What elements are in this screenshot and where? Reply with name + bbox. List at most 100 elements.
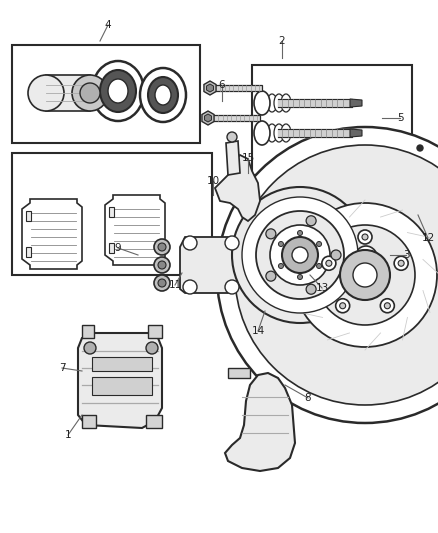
Polygon shape bbox=[210, 85, 262, 91]
Ellipse shape bbox=[278, 232, 326, 288]
Ellipse shape bbox=[315, 225, 415, 325]
Polygon shape bbox=[207, 84, 213, 92]
Circle shape bbox=[380, 298, 394, 313]
Polygon shape bbox=[205, 114, 212, 122]
Ellipse shape bbox=[232, 187, 368, 323]
Ellipse shape bbox=[148, 77, 178, 113]
Circle shape bbox=[225, 280, 239, 294]
Ellipse shape bbox=[282, 237, 318, 273]
Circle shape bbox=[394, 256, 408, 270]
Ellipse shape bbox=[260, 94, 270, 112]
Ellipse shape bbox=[80, 83, 100, 103]
Ellipse shape bbox=[328, 216, 404, 304]
Ellipse shape bbox=[254, 91, 270, 115]
Circle shape bbox=[158, 261, 166, 269]
Bar bbox=[12, 45, 200, 143]
Bar bbox=[252, 215, 406, 305]
Circle shape bbox=[154, 239, 170, 255]
Circle shape bbox=[306, 284, 316, 294]
Circle shape bbox=[279, 263, 283, 269]
Ellipse shape bbox=[155, 85, 171, 105]
Circle shape bbox=[84, 342, 96, 354]
Ellipse shape bbox=[140, 68, 186, 122]
Ellipse shape bbox=[254, 121, 270, 145]
Circle shape bbox=[266, 229, 276, 239]
Polygon shape bbox=[82, 415, 96, 428]
Text: 8: 8 bbox=[305, 393, 311, 403]
Text: 14: 14 bbox=[251, 326, 265, 336]
Ellipse shape bbox=[108, 79, 128, 103]
Bar bbox=[92, 357, 152, 371]
Circle shape bbox=[384, 303, 390, 309]
Circle shape bbox=[158, 243, 166, 251]
Circle shape bbox=[326, 260, 332, 266]
Ellipse shape bbox=[235, 145, 438, 405]
Polygon shape bbox=[105, 195, 165, 265]
Polygon shape bbox=[146, 415, 162, 428]
Text: 10: 10 bbox=[206, 176, 219, 186]
Circle shape bbox=[146, 342, 158, 354]
Polygon shape bbox=[204, 81, 216, 95]
Text: 5: 5 bbox=[397, 113, 403, 123]
Ellipse shape bbox=[281, 124, 291, 142]
Circle shape bbox=[266, 271, 276, 281]
Ellipse shape bbox=[293, 203, 437, 347]
Circle shape bbox=[158, 279, 166, 287]
Ellipse shape bbox=[290, 246, 314, 274]
Polygon shape bbox=[46, 75, 90, 111]
Circle shape bbox=[358, 230, 372, 244]
Circle shape bbox=[362, 234, 368, 240]
Bar bbox=[252, 65, 412, 175]
Text: 13: 13 bbox=[315, 283, 328, 293]
Polygon shape bbox=[109, 207, 114, 217]
Polygon shape bbox=[82, 325, 94, 338]
Text: 9: 9 bbox=[115, 243, 121, 253]
Text: 3: 3 bbox=[403, 250, 410, 260]
Text: 2: 2 bbox=[279, 36, 285, 46]
Ellipse shape bbox=[264, 216, 340, 304]
Circle shape bbox=[317, 241, 321, 246]
Ellipse shape bbox=[342, 232, 390, 288]
Polygon shape bbox=[228, 368, 250, 378]
Ellipse shape bbox=[217, 127, 438, 423]
Polygon shape bbox=[252, 291, 306, 315]
Polygon shape bbox=[350, 99, 362, 107]
Circle shape bbox=[279, 241, 283, 246]
Circle shape bbox=[154, 275, 170, 291]
Text: 11: 11 bbox=[168, 280, 182, 290]
Polygon shape bbox=[26, 247, 31, 257]
Ellipse shape bbox=[267, 94, 277, 112]
Polygon shape bbox=[215, 155, 260, 221]
Circle shape bbox=[297, 274, 303, 279]
Polygon shape bbox=[109, 243, 114, 253]
Ellipse shape bbox=[353, 263, 377, 287]
Ellipse shape bbox=[354, 246, 378, 274]
Polygon shape bbox=[180, 237, 242, 293]
Ellipse shape bbox=[281, 94, 291, 112]
Ellipse shape bbox=[270, 225, 330, 285]
Polygon shape bbox=[225, 373, 295, 471]
Circle shape bbox=[183, 280, 197, 294]
Ellipse shape bbox=[92, 61, 144, 121]
Text: 6: 6 bbox=[219, 80, 225, 90]
Circle shape bbox=[297, 230, 303, 236]
Ellipse shape bbox=[274, 124, 284, 142]
Circle shape bbox=[317, 263, 321, 269]
Text: 15: 15 bbox=[241, 153, 254, 163]
Circle shape bbox=[227, 132, 237, 142]
Circle shape bbox=[322, 256, 336, 270]
Polygon shape bbox=[208, 115, 260, 121]
Ellipse shape bbox=[256, 211, 344, 299]
Circle shape bbox=[336, 298, 350, 313]
Ellipse shape bbox=[260, 124, 270, 142]
Text: 12: 12 bbox=[421, 233, 434, 243]
Ellipse shape bbox=[72, 75, 108, 111]
Polygon shape bbox=[350, 129, 362, 137]
Text: 1: 1 bbox=[65, 430, 71, 440]
Circle shape bbox=[306, 216, 316, 226]
Bar bbox=[12, 153, 212, 275]
Text: 4: 4 bbox=[105, 20, 111, 30]
Ellipse shape bbox=[340, 250, 390, 300]
Ellipse shape bbox=[292, 247, 308, 263]
Circle shape bbox=[398, 260, 404, 266]
